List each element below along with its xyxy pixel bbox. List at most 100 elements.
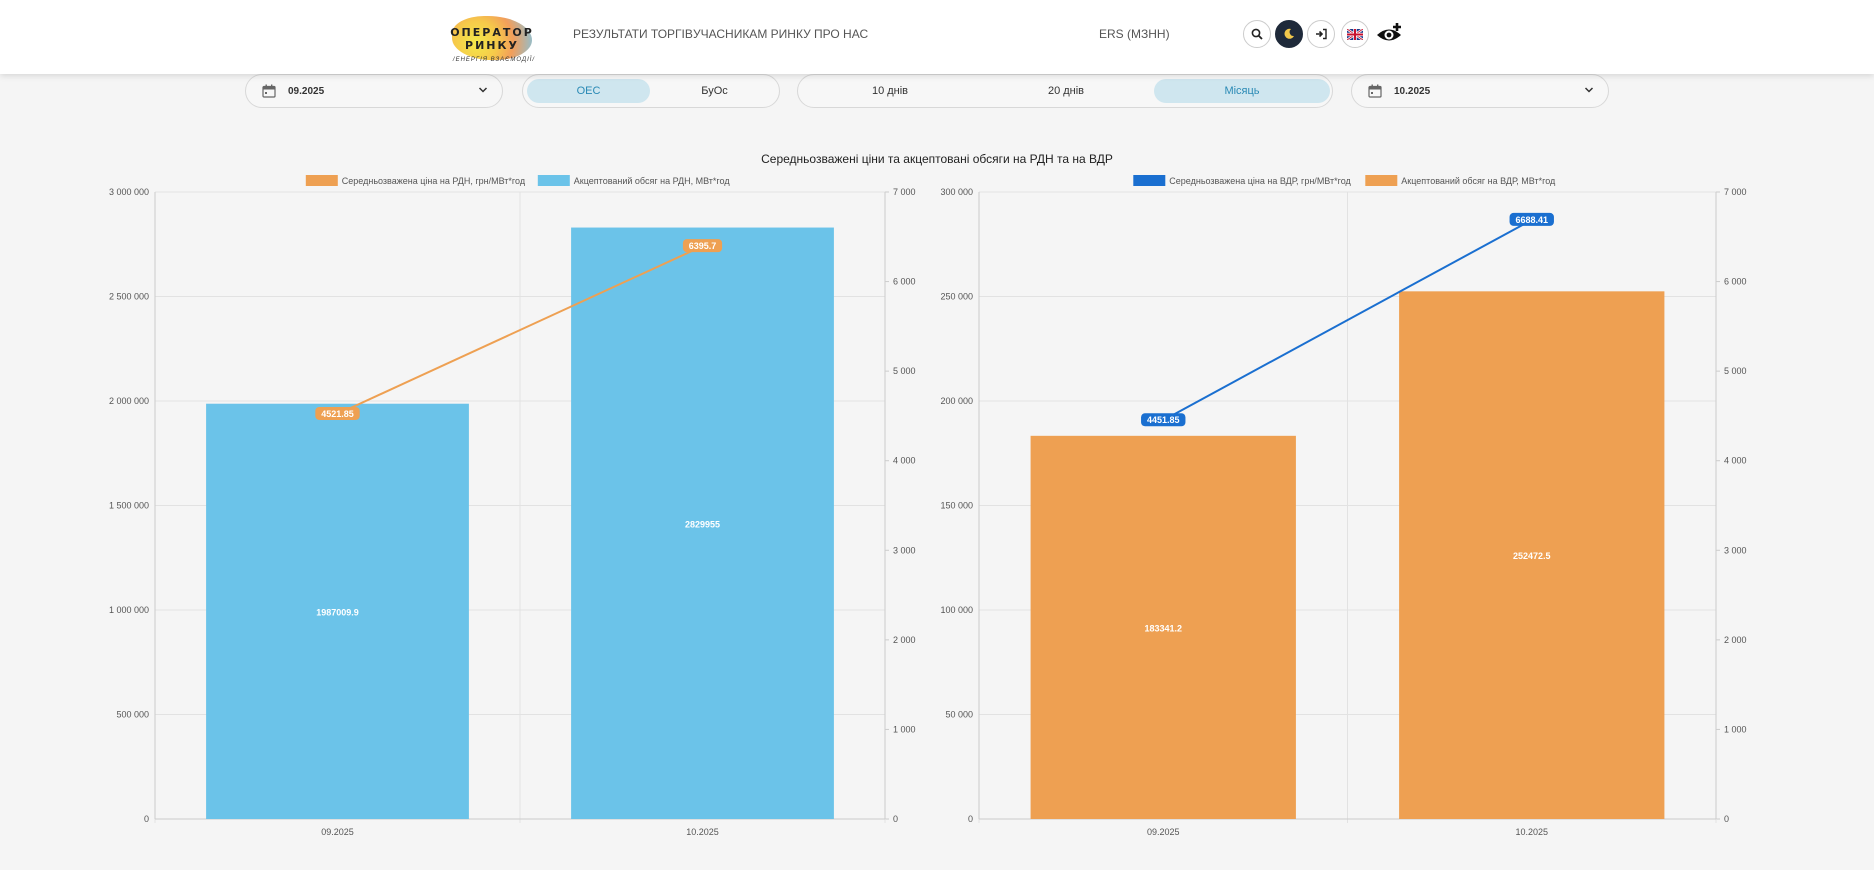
y2-tick-label: 3 000 xyxy=(893,545,916,555)
logo-line3: /ЕНЕРГІЯ ВЗАЄМОДІЇ/ xyxy=(452,57,536,63)
uk-flag-icon xyxy=(1347,28,1363,40)
chart-1: 0 500 000 1 000 000 1 500 000 2 000 000 2 500… xyxy=(109,175,916,837)
y-tick-label: 200 000 xyxy=(940,396,973,406)
y-tick-label: 500 000 xyxy=(116,710,149,720)
date-from-value: 09.2025 xyxy=(288,86,325,97)
y2-tick-label: 4 000 xyxy=(1724,456,1747,466)
price-label-box xyxy=(682,239,723,253)
x-tick-label: 10.2025 xyxy=(1515,827,1548,837)
y-tick-label: 2 500 000 xyxy=(109,292,149,302)
nav-trading-results[interactable]: РЕЗУЛЬТАТИ ТОРГІВ xyxy=(573,27,693,41)
eye-plus-icon xyxy=(1377,23,1401,41)
tab-month[interactable]: Місяць xyxy=(1154,79,1330,103)
bar xyxy=(1030,435,1296,819)
y-tick-label: 1 500 000 xyxy=(109,501,149,511)
legend-swatch xyxy=(305,175,338,186)
y2-tick-label: 2 000 xyxy=(1724,635,1747,645)
legend-label: Акцептований обсяг на РДН, МВт*год xyxy=(574,176,731,186)
y-tick-label: 0 xyxy=(144,814,149,824)
x-tick-label: 09.2025 xyxy=(1147,827,1180,837)
search-button[interactable] xyxy=(1243,20,1271,48)
bar xyxy=(1399,291,1665,819)
price-line xyxy=(1162,219,1533,422)
sign-in-icon xyxy=(1316,28,1327,40)
nav-about-us[interactable]: ПРО НАС xyxy=(814,27,869,41)
y2-tick-label: 4 000 xyxy=(893,456,916,466)
sign-in-button[interactable] xyxy=(1307,20,1335,48)
accessibility-button[interactable] xyxy=(1376,20,1404,48)
y-tick-label: 0 xyxy=(968,814,973,824)
price-label-box xyxy=(1141,413,1186,427)
legend: Середньозважена ціна на РДН, грн/МВт*год… xyxy=(305,175,731,186)
bar-value-label: 1987009.9 xyxy=(316,607,359,617)
y2-tick-label: 7 000 xyxy=(893,187,916,197)
logo-line1: ОПЕРАТОР xyxy=(450,26,534,39)
price-label: 4451.85 xyxy=(1147,415,1180,425)
language-button[interactable] xyxy=(1341,20,1369,48)
nav-ers[interactable]: ERS (МЗНН) xyxy=(1099,27,1170,41)
legend-label: Акцептований обсяг на ВДР, МВт*год xyxy=(1401,176,1556,186)
price-label: 4521.85 xyxy=(321,409,354,419)
y-tick-label: 250 000 xyxy=(940,292,973,302)
x-tick-label: 09.2025 xyxy=(321,827,354,837)
calendar-icon xyxy=(262,84,276,98)
y-tick-label: 3 000 000 xyxy=(109,187,149,197)
tab-10-days[interactable]: 10 днів xyxy=(871,85,909,97)
y-tick-label: 100 000 xyxy=(940,605,973,615)
price-label-box xyxy=(1509,212,1554,226)
tab-oes[interactable]: ОЕС xyxy=(527,79,650,103)
moon-icon xyxy=(1284,28,1294,39)
date-to-picker[interactable]: 10.2025 xyxy=(1351,74,1609,108)
y-tick-label: 1 000 000 xyxy=(109,605,149,615)
y2-tick-label: 5 000 xyxy=(893,366,916,376)
nav-market-participants[interactable]: УЧАСНИКАМ РИНКУ xyxy=(693,27,811,41)
chevron-down-icon xyxy=(1584,87,1594,93)
y-tick-label: 50 000 xyxy=(945,710,973,720)
mode-tabs: ОЕС БуОс xyxy=(522,74,780,108)
period-tabs: 10 днів 20 днів Місяць xyxy=(797,74,1333,108)
legend: Середньозважена ціна на ВДР, грн/МВт*год… xyxy=(1133,175,1556,186)
price-label: 6395.7 xyxy=(689,241,717,251)
tab-20-days[interactable]: 20 днів xyxy=(1047,85,1085,97)
y2-tick-label: 1 000 xyxy=(1724,724,1747,734)
y-tick-label: 150 000 xyxy=(940,501,973,511)
legend-swatch xyxy=(1365,175,1398,186)
legend-swatch xyxy=(537,175,570,186)
bar xyxy=(571,227,834,819)
price-label-box xyxy=(315,406,360,420)
legend-label: Середньозважена ціна на ВДР, грн/МВт*год xyxy=(1169,176,1351,186)
y2-tick-label: 2 000 xyxy=(893,635,916,645)
site-header: ОПЕРАТОР РИНКУ /ЕНЕРГІЯ ВЗАЄМОДІЇ/ РЕЗУЛ… xyxy=(0,0,1874,74)
legend-swatch xyxy=(1133,175,1166,186)
dark-mode-toggle[interactable] xyxy=(1275,20,1303,48)
calendar-icon xyxy=(1368,84,1382,98)
chart-2: 0 50 000 100 000 150 000 200 000 250 000 300 0… xyxy=(940,175,1747,837)
y2-tick-label: 1 000 xyxy=(893,724,916,734)
y2-tick-label: 3 000 xyxy=(1724,545,1747,555)
y2-tick-label: 5 000 xyxy=(1724,366,1747,376)
x-tick-label: 10.2025 xyxy=(686,827,719,837)
chart-title: Середньозважені ціни та акцептовані обся… xyxy=(761,152,1113,166)
legend-label: Середньозважена ціна на РДН, грн/МВт*год xyxy=(342,176,526,186)
logo-blob xyxy=(452,16,532,60)
y2-tick-label: 0 xyxy=(1724,814,1729,824)
chevron-down-icon xyxy=(478,87,488,93)
bar-value-label: 183341.2 xyxy=(1144,623,1182,633)
y-tick-label: 300 000 xyxy=(940,187,973,197)
date-to-value: 10.2025 xyxy=(1394,86,1431,97)
price-line xyxy=(337,245,703,415)
logo[interactable]: ОПЕРАТОР РИНКУ /ЕНЕРГІЯ ВЗАЄМОДІЇ/ xyxy=(446,12,538,66)
y2-tick-label: 6 000 xyxy=(1724,277,1747,287)
search-icon xyxy=(1251,28,1263,40)
date-from-picker[interactable]: 09.2025 xyxy=(245,74,503,108)
bar xyxy=(206,403,469,819)
y2-tick-label: 6 000 xyxy=(893,277,916,287)
y2-tick-label: 7 000 xyxy=(1724,187,1747,197)
tab-buos[interactable]: БуОс xyxy=(701,85,728,97)
price-label: 6688.41 xyxy=(1515,215,1548,225)
y2-tick-label: 0 xyxy=(893,814,898,824)
y-tick-label: 2 000 000 xyxy=(109,396,149,406)
bar-value-label: 252472.5 xyxy=(1513,551,1551,561)
logo-line2: РИНКУ xyxy=(465,39,519,52)
